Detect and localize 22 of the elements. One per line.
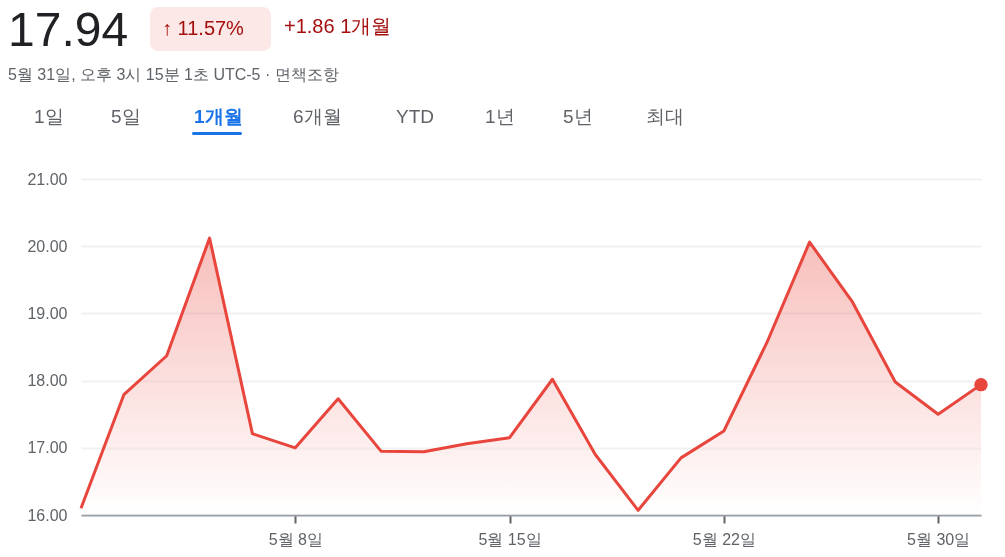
- x-tick-label: 5월 22일: [692, 530, 756, 548]
- x-tick-label: 5월 15일: [478, 530, 542, 548]
- text: ↑ 11.57%: [162, 17, 245, 39]
- x-tick-label: 5월 30일: [907, 530, 971, 548]
- y-tick-label: 19.00: [27, 304, 68, 322]
- y-tick-label: 16.00: [27, 506, 68, 524]
- y-tick-label: 20.00: [27, 237, 68, 255]
- text: YTD: [396, 106, 434, 127]
- x-tick-label: 5월 8일: [268, 530, 323, 548]
- chart-title: 17.94: [8, 3, 129, 56]
- text: 5일: [111, 106, 141, 127]
- chart-subtitle: 5월 31일, 오후 3시 15분 1초 UTC-5 · 면책조항: [8, 66, 339, 83]
- text: 최대: [646, 106, 684, 127]
- text: 1년: [485, 106, 515, 127]
- text: 1개월: [194, 106, 243, 127]
- text: 5년: [563, 106, 593, 127]
- text: 1일: [34, 106, 64, 127]
- text: 6개월: [293, 106, 342, 127]
- y-tick-label: 21.00: [27, 170, 68, 188]
- text: +1.86 1개월: [284, 15, 392, 37]
- y-tick-label: 18.00: [27, 372, 68, 390]
- y-tick-label: 17.00: [27, 439, 68, 457]
